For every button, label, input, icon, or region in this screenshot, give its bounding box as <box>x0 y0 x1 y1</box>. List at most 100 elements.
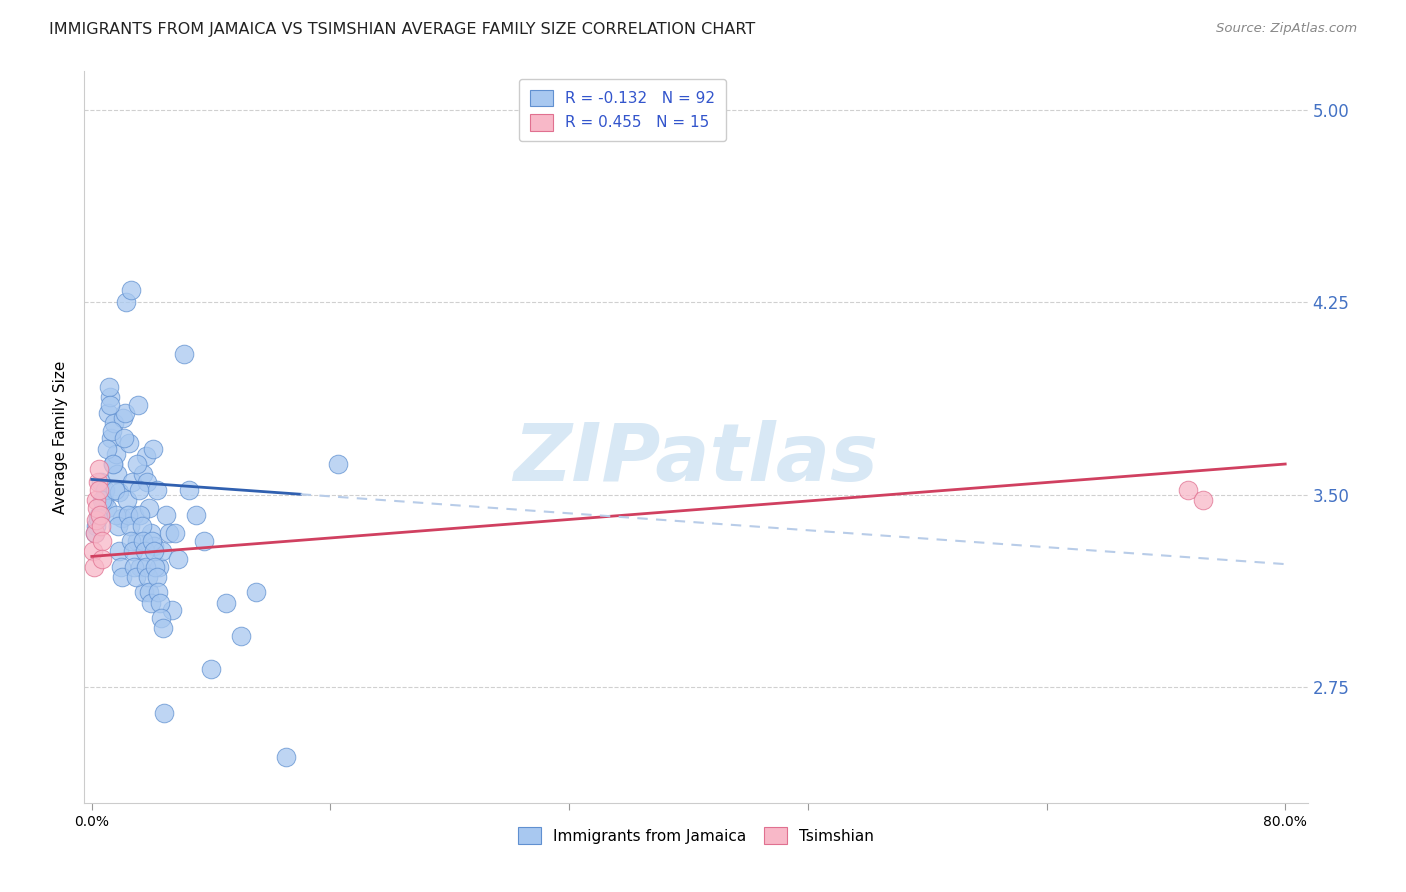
Point <box>107 485 129 500</box>
Point <box>274 749 297 764</box>
Point <box>148 585 170 599</box>
Point <box>138 585 160 599</box>
Point <box>84 492 107 507</box>
Point <box>96 442 118 456</box>
Point <box>111 570 134 584</box>
Point <box>142 442 165 456</box>
Point <box>157 526 180 541</box>
Point <box>93 492 115 507</box>
Point <box>215 596 238 610</box>
Point <box>193 534 215 549</box>
Point <box>143 559 166 574</box>
Point <box>167 552 190 566</box>
Point <box>100 431 122 445</box>
Point <box>136 475 159 489</box>
Point <box>145 570 167 584</box>
Point <box>134 544 156 558</box>
Point <box>89 508 111 523</box>
Point <box>98 380 121 394</box>
Point <box>87 511 110 525</box>
Point <box>229 629 252 643</box>
Point <box>90 534 112 549</box>
Point <box>115 295 138 310</box>
Point <box>200 662 222 676</box>
Point <box>128 483 150 497</box>
Point <box>89 508 111 523</box>
Point <box>105 508 128 523</box>
Legend: Immigrants from Jamaica, Tsimshian: Immigrants from Jamaica, Tsimshian <box>512 822 880 850</box>
Point <box>127 457 149 471</box>
Point <box>87 475 110 489</box>
Point <box>131 467 153 482</box>
Point <box>1192 492 1215 507</box>
Point <box>245 585 267 599</box>
Point <box>135 450 157 464</box>
Point <box>91 552 114 566</box>
Point <box>110 559 132 574</box>
Point <box>89 483 111 497</box>
Point <box>149 596 172 610</box>
Text: Source: ZipAtlas.com: Source: ZipAtlas.com <box>1216 22 1357 36</box>
Point <box>104 483 127 497</box>
Point <box>103 457 125 471</box>
Point <box>84 514 107 528</box>
Point <box>83 526 105 541</box>
Point <box>146 483 169 497</box>
Point <box>136 570 159 584</box>
Point <box>152 621 174 635</box>
Point <box>121 475 143 489</box>
Point <box>100 398 122 412</box>
Point <box>177 483 200 497</box>
Point <box>117 508 139 523</box>
Point <box>125 570 148 584</box>
Point <box>103 416 125 430</box>
Point <box>125 534 148 549</box>
Point <box>90 518 112 533</box>
Point <box>107 518 129 533</box>
Point <box>1177 483 1199 497</box>
Point <box>94 483 117 497</box>
Y-axis label: Average Family Size: Average Family Size <box>52 360 67 514</box>
Text: IMMIGRANTS FROM JAMAICA VS TSIMSHIAN AVERAGE FAMILY SIZE CORRELATION CHART: IMMIGRANTS FROM JAMAICA VS TSIMSHIAN AVE… <box>49 22 755 37</box>
Point <box>82 544 104 558</box>
Point <box>124 559 146 574</box>
Point <box>148 559 170 574</box>
Point <box>132 534 155 549</box>
Point <box>128 559 150 574</box>
Point <box>165 526 187 541</box>
Text: ZIPatlas: ZIPatlas <box>513 420 879 498</box>
Point <box>143 539 166 553</box>
Point <box>122 508 145 523</box>
Point <box>155 508 177 523</box>
Point <box>162 603 184 617</box>
Point <box>120 534 142 549</box>
Point <box>91 492 114 507</box>
Point <box>111 511 134 525</box>
Point <box>186 508 208 523</box>
Point <box>115 492 138 507</box>
Point <box>131 518 153 533</box>
Point <box>150 544 173 558</box>
Point <box>129 508 152 523</box>
Point <box>86 500 108 515</box>
Point <box>121 544 143 558</box>
Point <box>139 596 162 610</box>
Point <box>112 431 135 445</box>
Point <box>84 518 107 533</box>
Point <box>153 706 176 720</box>
Point <box>96 500 118 515</box>
Point <box>83 559 105 574</box>
Point <box>105 467 128 482</box>
Point <box>138 500 160 515</box>
Point <box>83 526 105 541</box>
Point <box>173 346 195 360</box>
Point <box>142 544 165 558</box>
Point <box>127 398 149 412</box>
Point <box>135 559 157 574</box>
Point <box>101 457 124 471</box>
Point <box>108 544 131 558</box>
Point <box>141 534 163 549</box>
Point <box>112 410 135 425</box>
Point <box>98 390 121 404</box>
Point <box>132 585 155 599</box>
